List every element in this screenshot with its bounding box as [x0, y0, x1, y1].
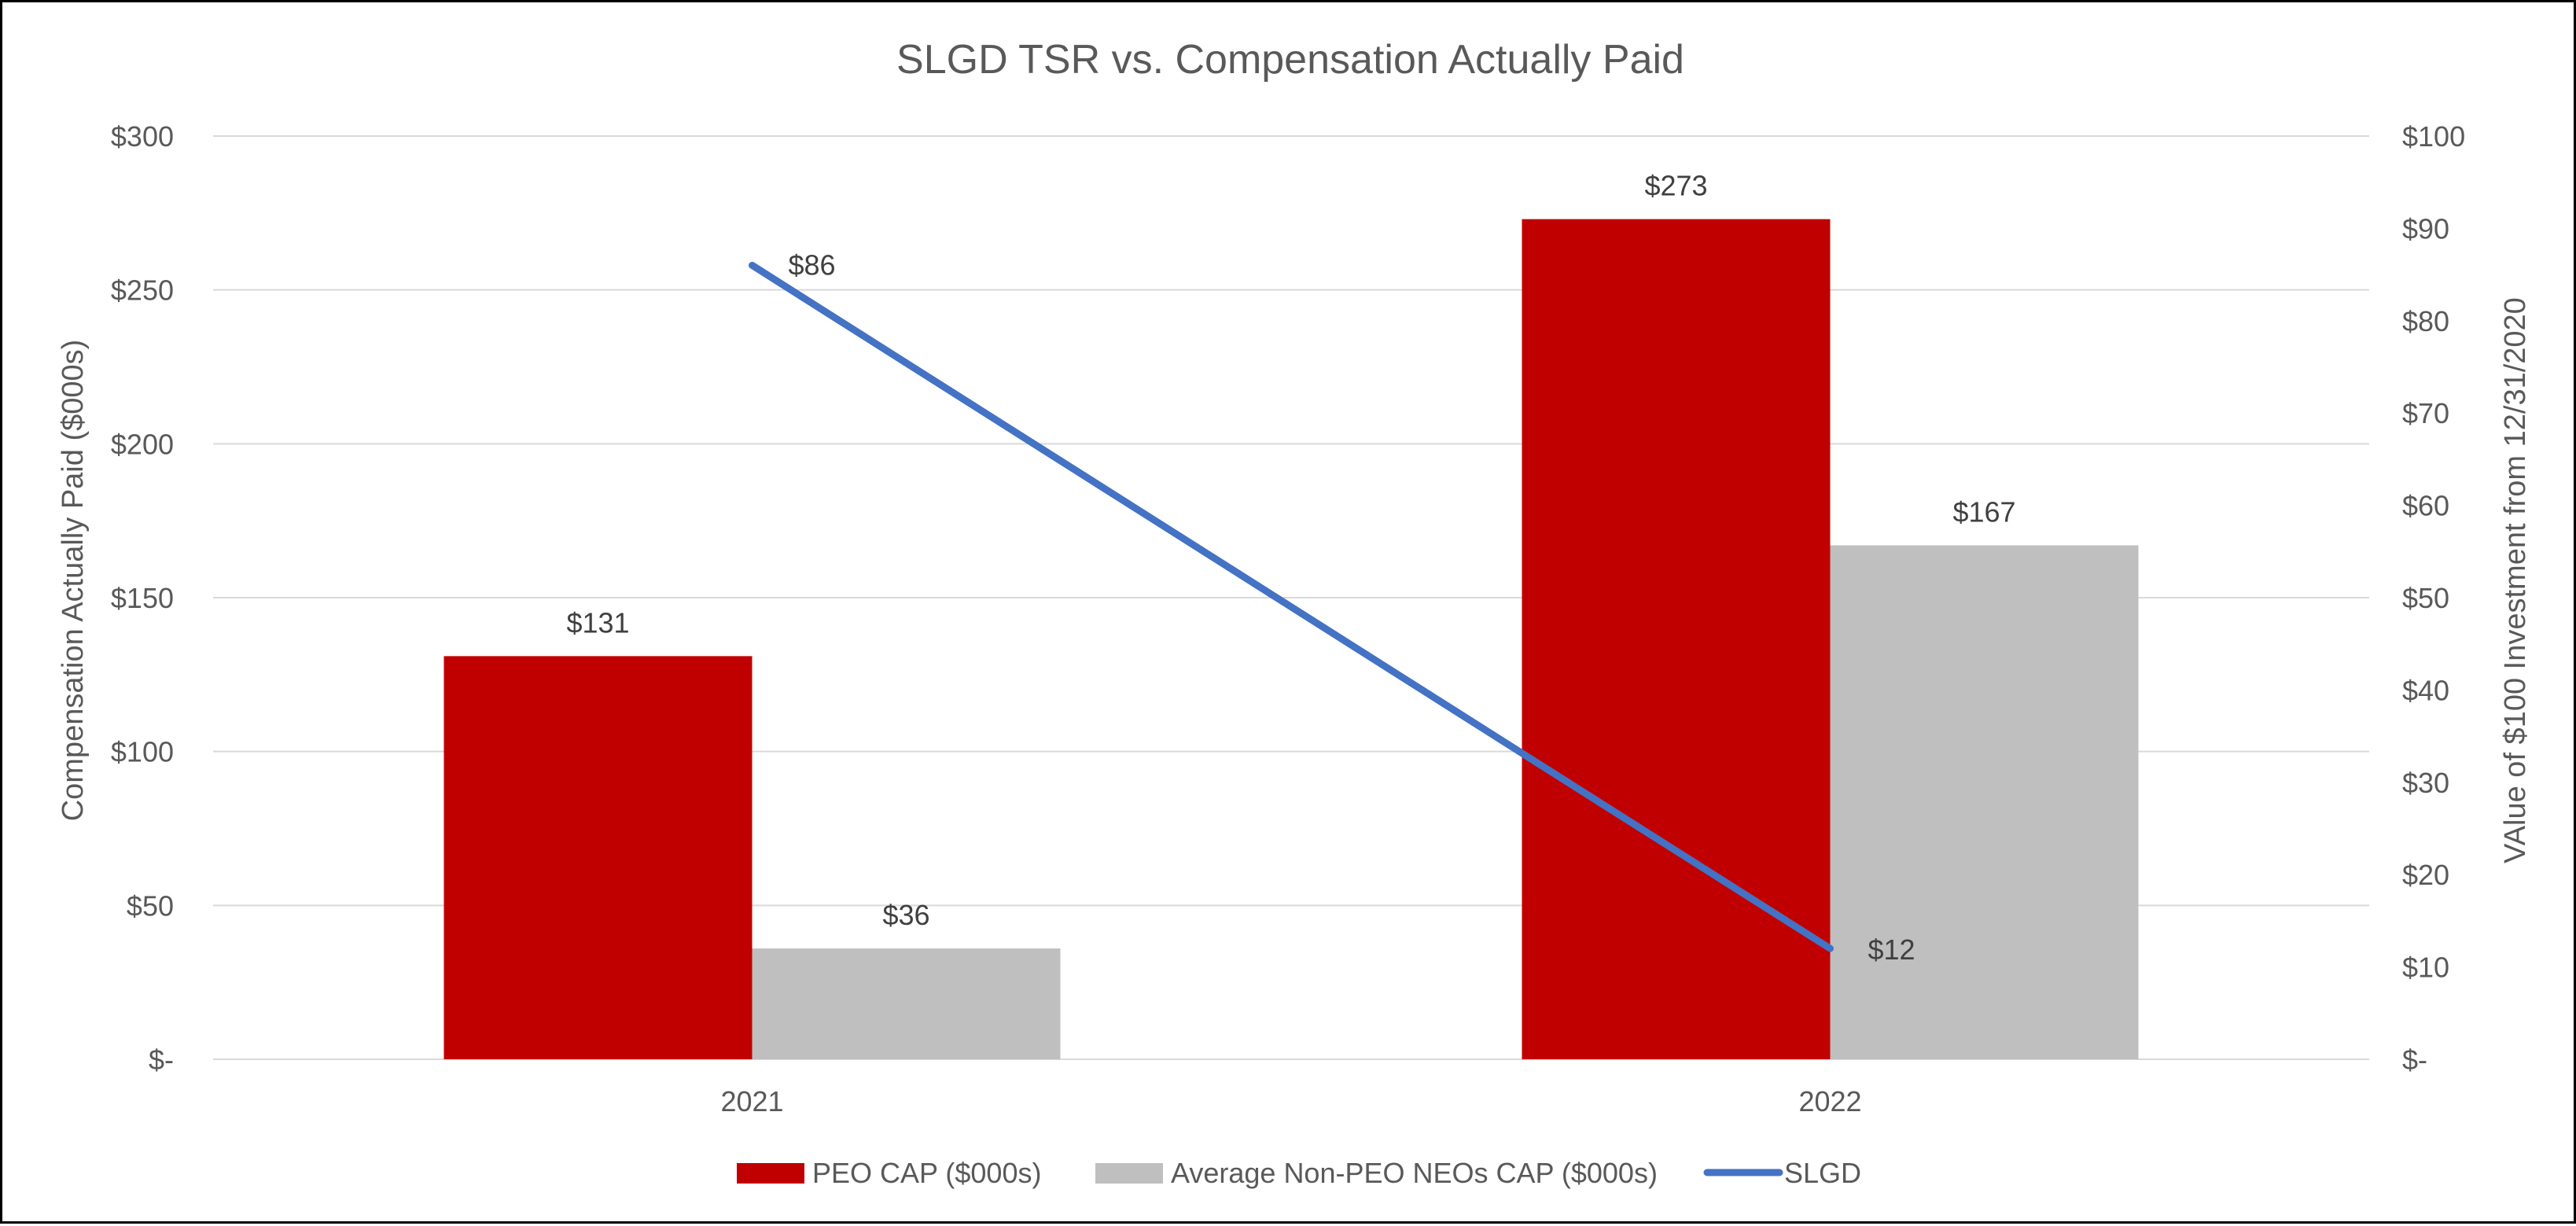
y2-tick-label: $100	[2402, 120, 2465, 153]
y2-axis-label: VAlue of $100 Investment from 12/31/2020	[2499, 297, 2532, 863]
chart-title: SLGD TSR vs. Compensation Actually Paid	[896, 37, 1684, 83]
y2-tick-label: $60	[2402, 490, 2449, 522]
legend-label: PEO CAP ($000s)	[812, 1157, 1041, 1189]
legend-label: SLGD	[1784, 1157, 1861, 1189]
x-tick-label: 2021	[720, 1085, 783, 1117]
y2-tick-label: $30	[2402, 767, 2449, 799]
line-value-label: $12	[1868, 933, 1915, 966]
y2-tick-label: $90	[2402, 212, 2449, 245]
line-value-label: $86	[789, 249, 836, 281]
bar	[443, 656, 753, 1059]
y2-tick-label: $50	[2402, 582, 2449, 614]
y-tick-label: $50	[127, 889, 174, 922]
bar	[1522, 219, 1831, 1059]
y2-tick-label: $70	[2402, 397, 2449, 429]
legend-swatch	[1095, 1163, 1163, 1184]
data-labels: $131 $36 $273 $167 $86 $12	[566, 170, 2015, 966]
y-tick-label: $200	[111, 428, 174, 460]
y-tick-label: $150	[111, 582, 174, 614]
bar-value-label: $273	[1644, 170, 1707, 202]
x-tick-label: 2022	[1798, 1085, 1861, 1117]
legend-label: Average Non-PEO NEOs CAP ($000s)	[1171, 1157, 1658, 1189]
line-series	[749, 261, 1834, 952]
y-tick-label: $250	[111, 274, 174, 307]
bar-value-label: $167	[1952, 495, 2015, 528]
legend: PEO CAP ($000s) Average Non-PEO NEOs CAP …	[737, 1157, 1861, 1189]
y-axis-label: Compensation Actually Paid ($000s)	[57, 340, 90, 822]
y2-tick-label: $10	[2402, 952, 2449, 984]
y2-tick-label: $20	[2402, 859, 2449, 891]
y-tick-label: $100	[111, 736, 174, 768]
y2-tick-label: $80	[2402, 305, 2449, 337]
series-line	[749, 261, 1834, 952]
bar-value-label: $131	[566, 606, 629, 639]
bar	[752, 948, 1061, 1059]
bar	[1830, 545, 2139, 1059]
bars	[443, 219, 2139, 1059]
y2-tick-label: $40	[2402, 674, 2449, 706]
bar-value-label: $36	[882, 899, 929, 931]
y-tick-label: $300	[111, 120, 174, 153]
axis-ticks: $- $50 $100 $150 $200 $250 $300 $- $10 $20 $30 $40 $…	[111, 120, 2465, 1117]
line-point	[751, 264, 753, 267]
y2-tick-label: $-	[2402, 1044, 2427, 1076]
legend-swatch	[737, 1163, 804, 1184]
y-tick-label: $-	[149, 1044, 174, 1076]
line-point	[1829, 948, 1831, 950]
